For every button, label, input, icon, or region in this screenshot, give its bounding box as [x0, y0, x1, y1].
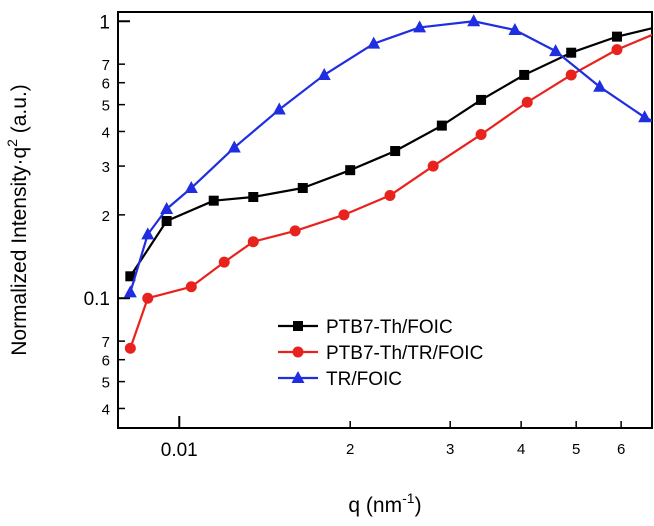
- x-axis-title-sup: -1: [402, 490, 415, 506]
- legend-item: PTB7-Th/FOIC: [278, 317, 453, 338]
- y-minor-tick-label: 4: [102, 401, 110, 418]
- data-point-triangle: [593, 79, 607, 92]
- y-minor-tick-label: 7: [102, 334, 110, 351]
- data-point-circle: [521, 96, 533, 108]
- y-minor-tick-label: 6: [102, 353, 110, 370]
- series-line: [129, 20, 652, 293]
- data-point-triangle: [467, 14, 481, 27]
- series-layer: [123, 14, 652, 354]
- data-point-triangle: [160, 201, 174, 214]
- y-minor-tick-label: 5: [102, 375, 110, 392]
- data-point-square: [611, 31, 622, 42]
- data-point-circle: [142, 292, 154, 304]
- data-point-circle: [338, 209, 350, 221]
- series-line: [129, 27, 652, 277]
- x-minor-tick-label: 5: [572, 441, 580, 458]
- y-minor-tick-label: 7: [102, 57, 110, 74]
- data-point-square: [345, 165, 356, 176]
- data-point-triangle: [317, 67, 331, 80]
- data-point-triangle: [638, 110, 652, 123]
- x-minor-tick-label: 4: [517, 441, 525, 458]
- data-point-circle: [247, 236, 259, 248]
- x-minor-tick-label: 6: [617, 441, 625, 458]
- x-axis-title: q (nm-1): [348, 490, 421, 517]
- data-point-triangle: [413, 20, 427, 33]
- data-point-triangle: [508, 22, 522, 35]
- data-point-circle: [289, 225, 301, 237]
- data-point-triangle: [184, 181, 198, 194]
- data-point-triangle: [367, 36, 381, 49]
- data-point-square: [125, 271, 136, 282]
- data-point-square: [297, 183, 308, 194]
- data-point-square: [208, 195, 219, 206]
- data-point-circle: [292, 346, 304, 358]
- y-axis-title-sup: 2: [4, 139, 20, 147]
- x-axis-title-main: q (nm: [348, 494, 402, 517]
- y-major-tick-label: 0.1: [84, 289, 110, 310]
- data-point-square: [390, 146, 401, 157]
- y-minor-tick-label: 5: [102, 98, 110, 115]
- legend-item: TR/FOIC: [278, 369, 402, 390]
- data-point-circle: [475, 129, 487, 141]
- x-axis-title-end: ): [415, 494, 422, 517]
- y-axis-title-end: (a.u.): [8, 84, 31, 139]
- series-line: [129, 33, 652, 349]
- data-point-square: [248, 192, 259, 203]
- series-ptb7-th-tr-foic: [124, 33, 652, 354]
- data-point-square: [161, 216, 172, 227]
- legend-item: PTB7-Th/TR/FOIC: [278, 343, 483, 364]
- y-axis-title-main: Normalized Intensity·q: [8, 147, 31, 356]
- data-point-square: [519, 69, 530, 80]
- data-point-triangle: [227, 140, 241, 153]
- legend-label: PTB7-Th/FOIC: [326, 317, 453, 338]
- legend-label: TR/FOIC: [326, 369, 402, 390]
- data-point-triangle: [272, 102, 286, 115]
- x-major-tick-label: 0.01: [161, 440, 198, 461]
- data-point-circle: [124, 342, 136, 354]
- data-point-triangle: [123, 285, 137, 298]
- plot-frame: [117, 11, 653, 429]
- y-minor-tick-label: 3: [102, 159, 110, 176]
- y-minor-tick-label: 6: [102, 76, 110, 93]
- x-minor-tick-label: 3: [446, 441, 454, 458]
- y-minor-tick-label: 4: [102, 124, 110, 141]
- data-point-triangle: [141, 227, 155, 240]
- data-point-square: [436, 120, 447, 131]
- data-point-circle: [427, 160, 439, 172]
- series-tr-foic: [123, 14, 652, 298]
- data-point-circle: [565, 69, 577, 81]
- x-minor-tick-label: 2: [346, 441, 354, 458]
- series-ptb7-th-foic: [125, 27, 652, 282]
- y-axis-title: Normalized Intensity·q2 (a.u.): [4, 84, 31, 356]
- y-major-tick-label: 1: [99, 12, 110, 33]
- data-point-triangle: [549, 44, 563, 57]
- data-point-square: [293, 321, 303, 331]
- data-point-square: [566, 47, 577, 58]
- legend: PTB7-Th/FOIC PTB7-Th/TR/FOIC TR/FOIC: [278, 317, 483, 390]
- data-point-triangle: [291, 371, 305, 383]
- data-point-circle: [611, 44, 623, 56]
- data-point-square: [476, 94, 487, 105]
- data-point-circle: [218, 256, 230, 268]
- data-point-circle: [185, 281, 197, 293]
- y-minor-tick-label: 2: [102, 208, 110, 225]
- legend-label: PTB7-Th/TR/FOIC: [326, 343, 483, 364]
- data-point-circle: [384, 189, 396, 201]
